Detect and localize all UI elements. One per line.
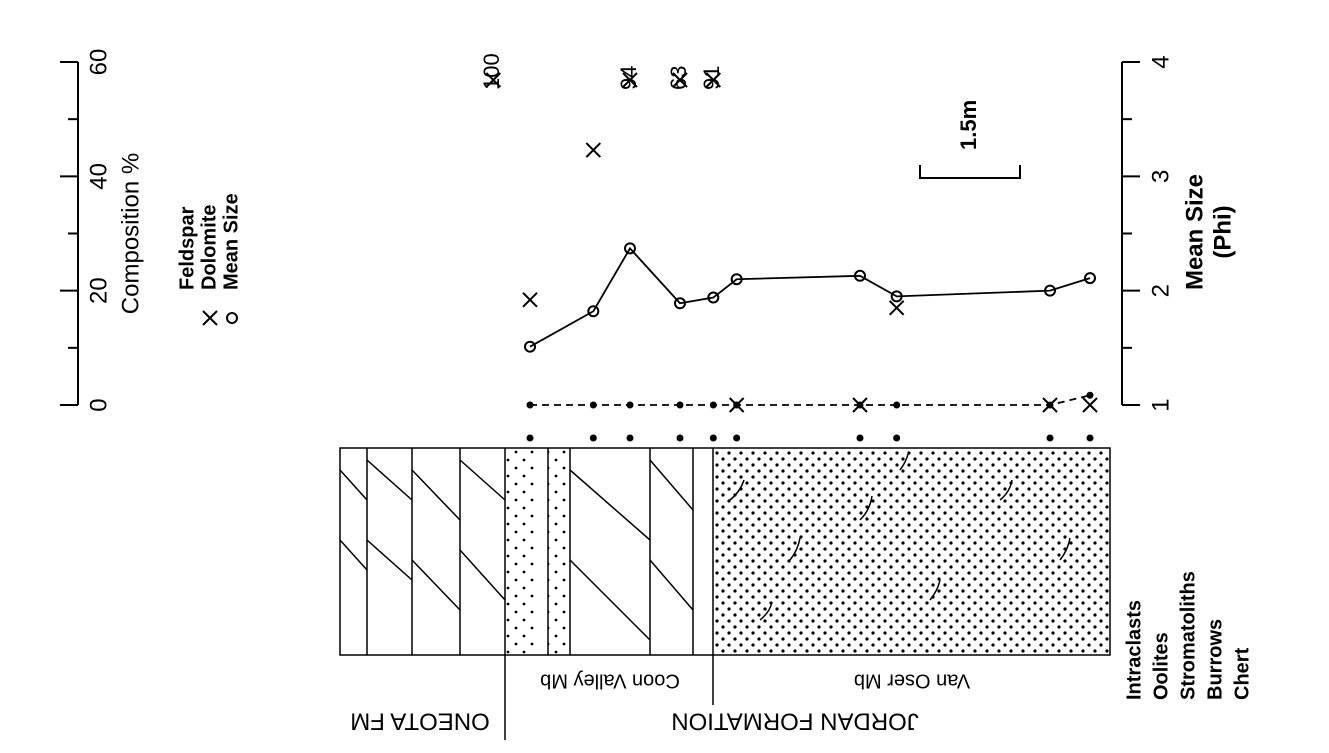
point: [1083, 398, 1097, 412]
series-line: [530, 395, 1090, 405]
lithology-legend-label: Chert: [1231, 647, 1253, 700]
value-label: 63: [666, 66, 691, 90]
value-label: 100: [479, 53, 504, 90]
point: [730, 398, 744, 412]
member-label: Coon Valley Mb: [540, 670, 680, 692]
y2-tick-label: 4: [1147, 55, 1174, 68]
sample-dot: [527, 435, 534, 442]
point: [890, 301, 904, 315]
column: [340, 448, 1110, 740]
y2-axis-title: (Phi): [1209, 205, 1236, 258]
sample-dot: [677, 435, 684, 442]
chart: 0204060Composition %1234Mean Size(Phi)Fe…: [0, 0, 1329, 748]
sample-dot: [893, 435, 900, 442]
lithology-legend-label: Burrows: [1204, 619, 1226, 700]
lithology-legend-label: Oolites: [1150, 632, 1172, 700]
series-line: [530, 248, 1090, 346]
legend-label: Mean Size: [220, 193, 242, 290]
legend-label: Dolomite: [198, 204, 220, 290]
formation-label: JORDAN FORMATION: [671, 708, 919, 735]
scale-bar-label: 1.5m: [956, 100, 981, 150]
sample-dot: [733, 435, 740, 442]
formation-label: ONEOTA FM: [350, 708, 490, 735]
member-label: Van Oser Mb: [854, 670, 970, 692]
y-tick-label: 0: [85, 398, 112, 411]
lithology-legend-label: Intraclasts: [1123, 600, 1145, 700]
value-label: 91: [699, 66, 724, 90]
y2-tick-label: 2: [1147, 284, 1174, 297]
y-axis-title: Composition %: [117, 153, 144, 314]
scale-bar: [920, 165, 1020, 178]
legend-marker: [227, 313, 237, 323]
sample-dot: [627, 435, 634, 442]
sample-dot: [857, 435, 864, 442]
lithology-legend-label: Stromatoliths: [1177, 571, 1199, 700]
sample-dot: [710, 435, 717, 442]
y2-tick-label: 1: [1147, 398, 1174, 411]
sample-dot: [590, 435, 597, 442]
y-tick-label: 40: [85, 163, 112, 190]
sample-dot: [1087, 435, 1094, 442]
point: [586, 143, 600, 157]
y-tick-label: 60: [85, 49, 112, 76]
point: [1043, 398, 1057, 412]
point: [523, 293, 537, 307]
page: {"chart_data": { "type": "line", "ylabel…: [0, 0, 1329, 753]
y-tick-label: 20: [85, 277, 112, 304]
legend-label: Feldspar: [176, 206, 198, 290]
value-label: 94: [616, 66, 641, 90]
sample-dot: [1047, 435, 1054, 442]
legend-marker: [203, 311, 217, 325]
y2-tick-label: 3: [1147, 170, 1174, 183]
y2-axis-title: Mean Size: [1181, 174, 1208, 290]
